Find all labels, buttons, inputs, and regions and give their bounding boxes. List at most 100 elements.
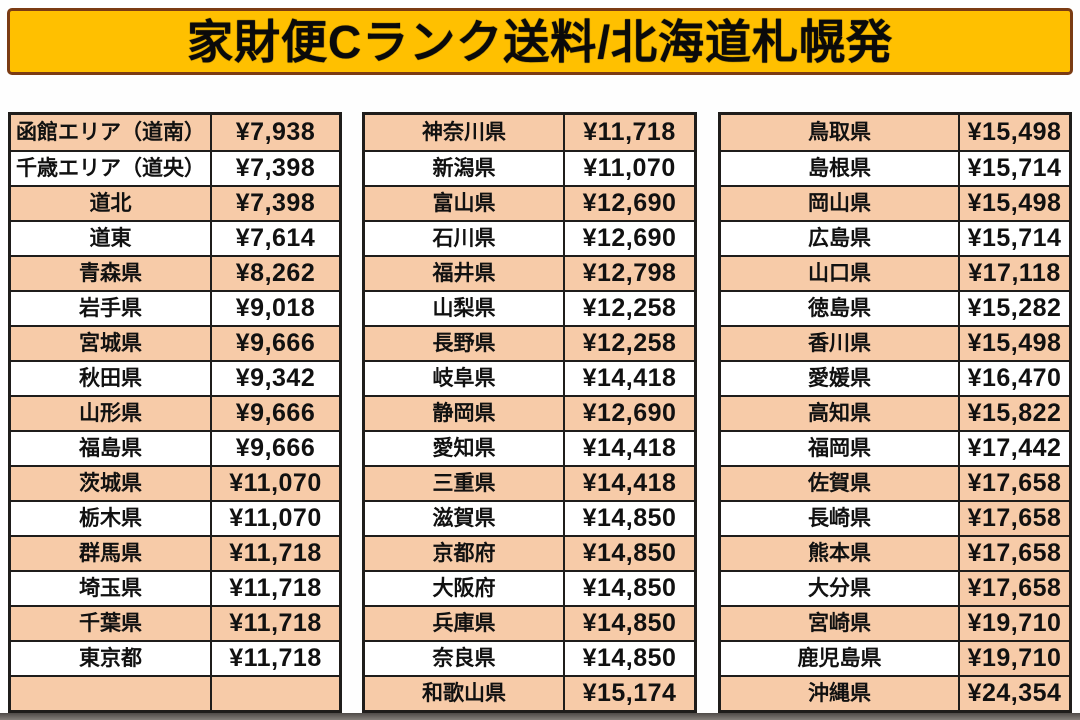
price-cell: ¥12,690	[563, 397, 694, 430]
table-row: 宮城県 ¥9,666	[11, 325, 339, 360]
region-cell: 埼玉県	[11, 572, 210, 605]
region-cell: 富山県	[365, 187, 563, 220]
region-cell: 函館エリア（道南）	[11, 115, 210, 150]
table-row: 和歌山県 ¥15,174	[365, 675, 694, 710]
region-cell: 佐賀県	[721, 467, 958, 500]
rate-table-chugoku-shikoku-kyushu-okinawa: 鳥取県 ¥15,498 島根県 ¥15,714 岡山県 ¥15,498 広島県 …	[718, 112, 1072, 713]
region-cell: 京都府	[365, 537, 563, 570]
rate-table-shinetsu-hokuriku-tokai-kinki: 神奈川県 ¥11,718 新潟県 ¥11,070 富山県 ¥12,690 石川県…	[362, 112, 697, 713]
region-cell: 石川県	[365, 222, 563, 255]
region-cell: 秋田県	[11, 362, 210, 395]
table-row: 栃木県 ¥11,070	[11, 500, 339, 535]
region-cell: 宮城県	[11, 327, 210, 360]
table-row: 岐阜県 ¥14,418	[365, 360, 694, 395]
price-cell: ¥15,498	[958, 187, 1069, 220]
region-cell: 長野県	[365, 327, 563, 360]
table-row: 山口県 ¥17,118	[721, 255, 1069, 290]
price-cell: ¥17,658	[958, 467, 1069, 500]
table-row: 滋賀県 ¥14,850	[365, 500, 694, 535]
table-row: 高知県 ¥15,822	[721, 395, 1069, 430]
price-cell: ¥11,718	[210, 607, 339, 640]
table-row: 新潟県 ¥11,070	[365, 150, 694, 185]
region-cell: 千歳エリア（道央）	[11, 152, 210, 185]
table-row: 函館エリア（道南） ¥7,938	[11, 115, 339, 150]
table-row: 群馬県 ¥11,718	[11, 535, 339, 570]
page-title: 家財便Cランク送料/北海道札幌発	[187, 15, 893, 68]
price-cell: ¥24,354	[958, 677, 1069, 710]
price-cell: ¥19,710	[958, 642, 1069, 675]
price-cell: ¥15,714	[958, 152, 1069, 185]
table-row: 秋田県 ¥9,342	[11, 360, 339, 395]
region-cell: 鹿児島県	[721, 642, 958, 675]
price-cell: ¥14,418	[563, 432, 694, 465]
price-cell: ¥9,018	[210, 292, 339, 325]
table-row: 長野県 ¥12,258	[365, 325, 694, 360]
table-row: 宮崎県 ¥19,710	[721, 605, 1069, 640]
table-row: 道東 ¥7,614	[11, 220, 339, 255]
region-cell: 愛知県	[365, 432, 563, 465]
region-cell: 徳島県	[721, 292, 958, 325]
price-cell: ¥17,658	[958, 502, 1069, 535]
price-cell: ¥11,070	[563, 152, 694, 185]
region-cell: 奈良県	[365, 642, 563, 675]
table-row: 神奈川県 ¥11,718	[365, 115, 694, 150]
price-cell: ¥14,418	[563, 467, 694, 500]
price-cell: ¥7,398	[210, 152, 339, 185]
price-cell: ¥15,282	[958, 292, 1069, 325]
region-cell: 高知県	[721, 397, 958, 430]
table-row: 千葉県 ¥11,718	[11, 605, 339, 640]
price-cell: ¥9,666	[210, 432, 339, 465]
region-cell: 鳥取県	[721, 115, 958, 150]
table-row: 佐賀県 ¥17,658	[721, 465, 1069, 500]
region-cell: 和歌山県	[365, 677, 563, 710]
region-cell: 宮崎県	[721, 607, 958, 640]
price-cell: ¥14,850	[563, 502, 694, 535]
table-row: 茨城県 ¥11,070	[11, 465, 339, 500]
price-cell: ¥11,718	[210, 642, 339, 675]
region-cell: 道北	[11, 187, 210, 220]
price-cell: ¥14,418	[563, 362, 694, 395]
price-cell: ¥11,718	[210, 537, 339, 570]
region-cell: 千葉県	[11, 607, 210, 640]
table-row: 沖縄県 ¥24,354	[721, 675, 1069, 710]
region-cell: 滋賀県	[365, 502, 563, 535]
price-cell: ¥11,070	[210, 467, 339, 500]
price-cell: ¥15,822	[958, 397, 1069, 430]
price-cell: ¥16,470	[958, 362, 1069, 395]
region-cell: 山形県	[11, 397, 210, 430]
price-cell: ¥19,710	[958, 607, 1069, 640]
region-cell: 岩手県	[11, 292, 210, 325]
rate-table-hokkaido-tohoku-kanto: 函館エリア（道南） ¥7,938 千歳エリア（道央） ¥7,398 道北 ¥7,…	[8, 112, 342, 713]
price-cell: ¥7,938	[210, 115, 339, 150]
table-row: 長崎県 ¥17,658	[721, 500, 1069, 535]
region-cell: 青森県	[11, 257, 210, 290]
price-cell: ¥7,398	[210, 187, 339, 220]
price-cell: ¥14,850	[563, 572, 694, 605]
price-cell: ¥7,614	[210, 222, 339, 255]
table-row: 福井県 ¥12,798	[365, 255, 694, 290]
region-cell: 群馬県	[11, 537, 210, 570]
table-row: 島根県 ¥15,714	[721, 150, 1069, 185]
price-cell: ¥14,850	[563, 537, 694, 570]
price-cell: ¥12,690	[563, 222, 694, 255]
price-cell: ¥12,690	[563, 187, 694, 220]
table-row: 愛知県 ¥14,418	[365, 430, 694, 465]
table-row: 広島県 ¥15,714	[721, 220, 1069, 255]
table-row: 徳島県 ¥15,282	[721, 290, 1069, 325]
region-cell: 神奈川県	[365, 115, 563, 150]
region-cell: 岡山県	[721, 187, 958, 220]
price-cell: ¥17,658	[958, 572, 1069, 605]
table-row	[11, 675, 339, 710]
table-row: 大分県 ¥17,658	[721, 570, 1069, 605]
region-cell: 福岡県	[721, 432, 958, 465]
price-cell: ¥12,258	[563, 292, 694, 325]
price-cell: ¥11,070	[210, 502, 339, 535]
region-cell: 福島県	[11, 432, 210, 465]
table-row: 千歳エリア（道央） ¥7,398	[11, 150, 339, 185]
table-row: 愛媛県 ¥16,470	[721, 360, 1069, 395]
table-row: 東京都 ¥11,718	[11, 640, 339, 675]
price-cell: ¥9,342	[210, 362, 339, 395]
region-cell: 大阪府	[365, 572, 563, 605]
table-row: 鹿児島県 ¥19,710	[721, 640, 1069, 675]
